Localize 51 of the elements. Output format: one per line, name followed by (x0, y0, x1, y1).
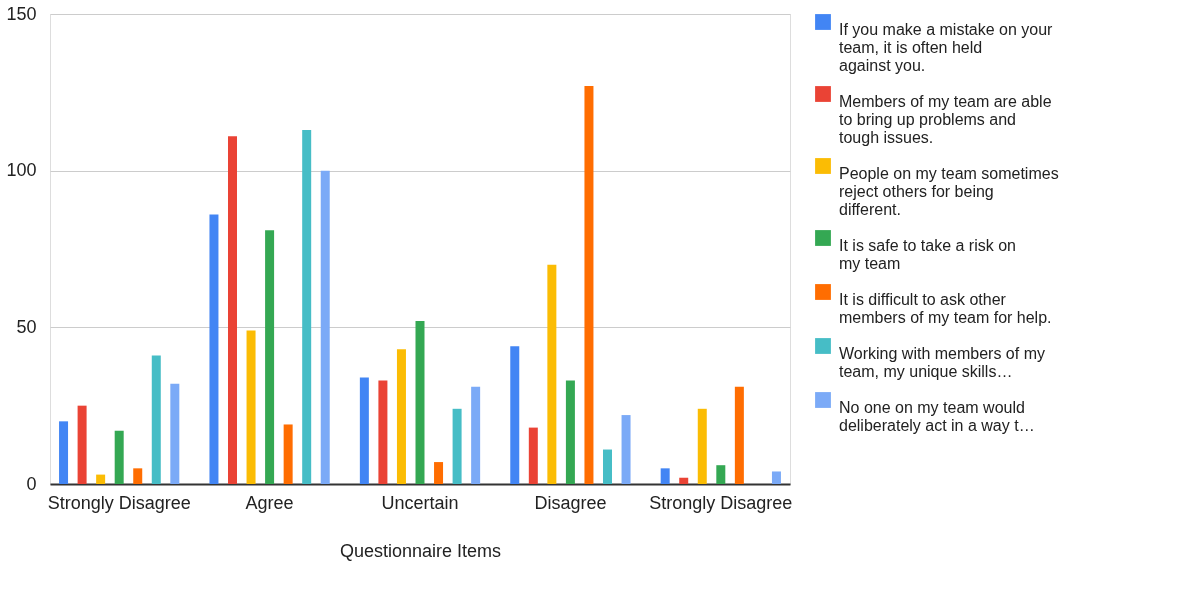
bar (320, 170, 330, 484)
x-tick-label: Uncertain (381, 492, 459, 513)
x-tick-label: Strongly Disagree (649, 492, 793, 513)
legend-label: It is difficult to ask other members of my team for help. (839, 291, 1052, 326)
bar (415, 321, 425, 484)
bar (434, 462, 444, 484)
legend-label: People on my team sometimes reject others for being different. (839, 165, 1059, 218)
bar (565, 380, 575, 484)
bar (77, 405, 87, 484)
bar (528, 427, 538, 484)
legend-label: No one on my team would deliberately act in a way t… (839, 399, 1035, 434)
y-tick-label: 100 (6, 160, 37, 181)
bar (228, 136, 237, 484)
bar (621, 415, 631, 484)
legend-label: Members of my team are able to bring up problems and tough issues. (839, 93, 1052, 146)
bar (378, 380, 388, 484)
bar (603, 449, 612, 484)
bar (510, 346, 520, 484)
bar (396, 349, 406, 484)
y-tick-label: 0 (26, 473, 37, 494)
bar (265, 230, 275, 484)
bar (697, 408, 707, 484)
bar (660, 468, 670, 484)
y-tick-label: 50 (16, 316, 37, 337)
bar (133, 468, 143, 484)
x-tick-label: Disagree (534, 492, 607, 513)
bar (59, 421, 69, 484)
y-tick-label: 150 (6, 3, 37, 24)
bar (734, 386, 744, 484)
legend-label: If you make a mistake on your team, it is often held against you. (839, 21, 1054, 74)
bar (679, 477, 689, 484)
bar (209, 214, 219, 484)
bar (283, 424, 293, 484)
bar (359, 377, 369, 484)
legend-label: It is safe to take a risk on my team (839, 237, 1016, 272)
bar (302, 129, 312, 484)
x-tick-label: Agree (245, 492, 294, 513)
bar (471, 386, 481, 484)
bar (114, 430, 124, 484)
x-tick-label: Strongly Disagree (47, 492, 191, 513)
bar (547, 264, 557, 484)
bar (452, 408, 462, 484)
bar (96, 474, 106, 484)
bar (771, 471, 781, 484)
legend-label: Working with members of my team, my unique skills… (839, 345, 1045, 380)
bar (246, 330, 256, 484)
bar (584, 86, 594, 484)
bar (716, 465, 726, 484)
x-axis-title: Questionnaire Items (339, 540, 502, 561)
bar (151, 355, 161, 484)
bar (170, 383, 180, 484)
